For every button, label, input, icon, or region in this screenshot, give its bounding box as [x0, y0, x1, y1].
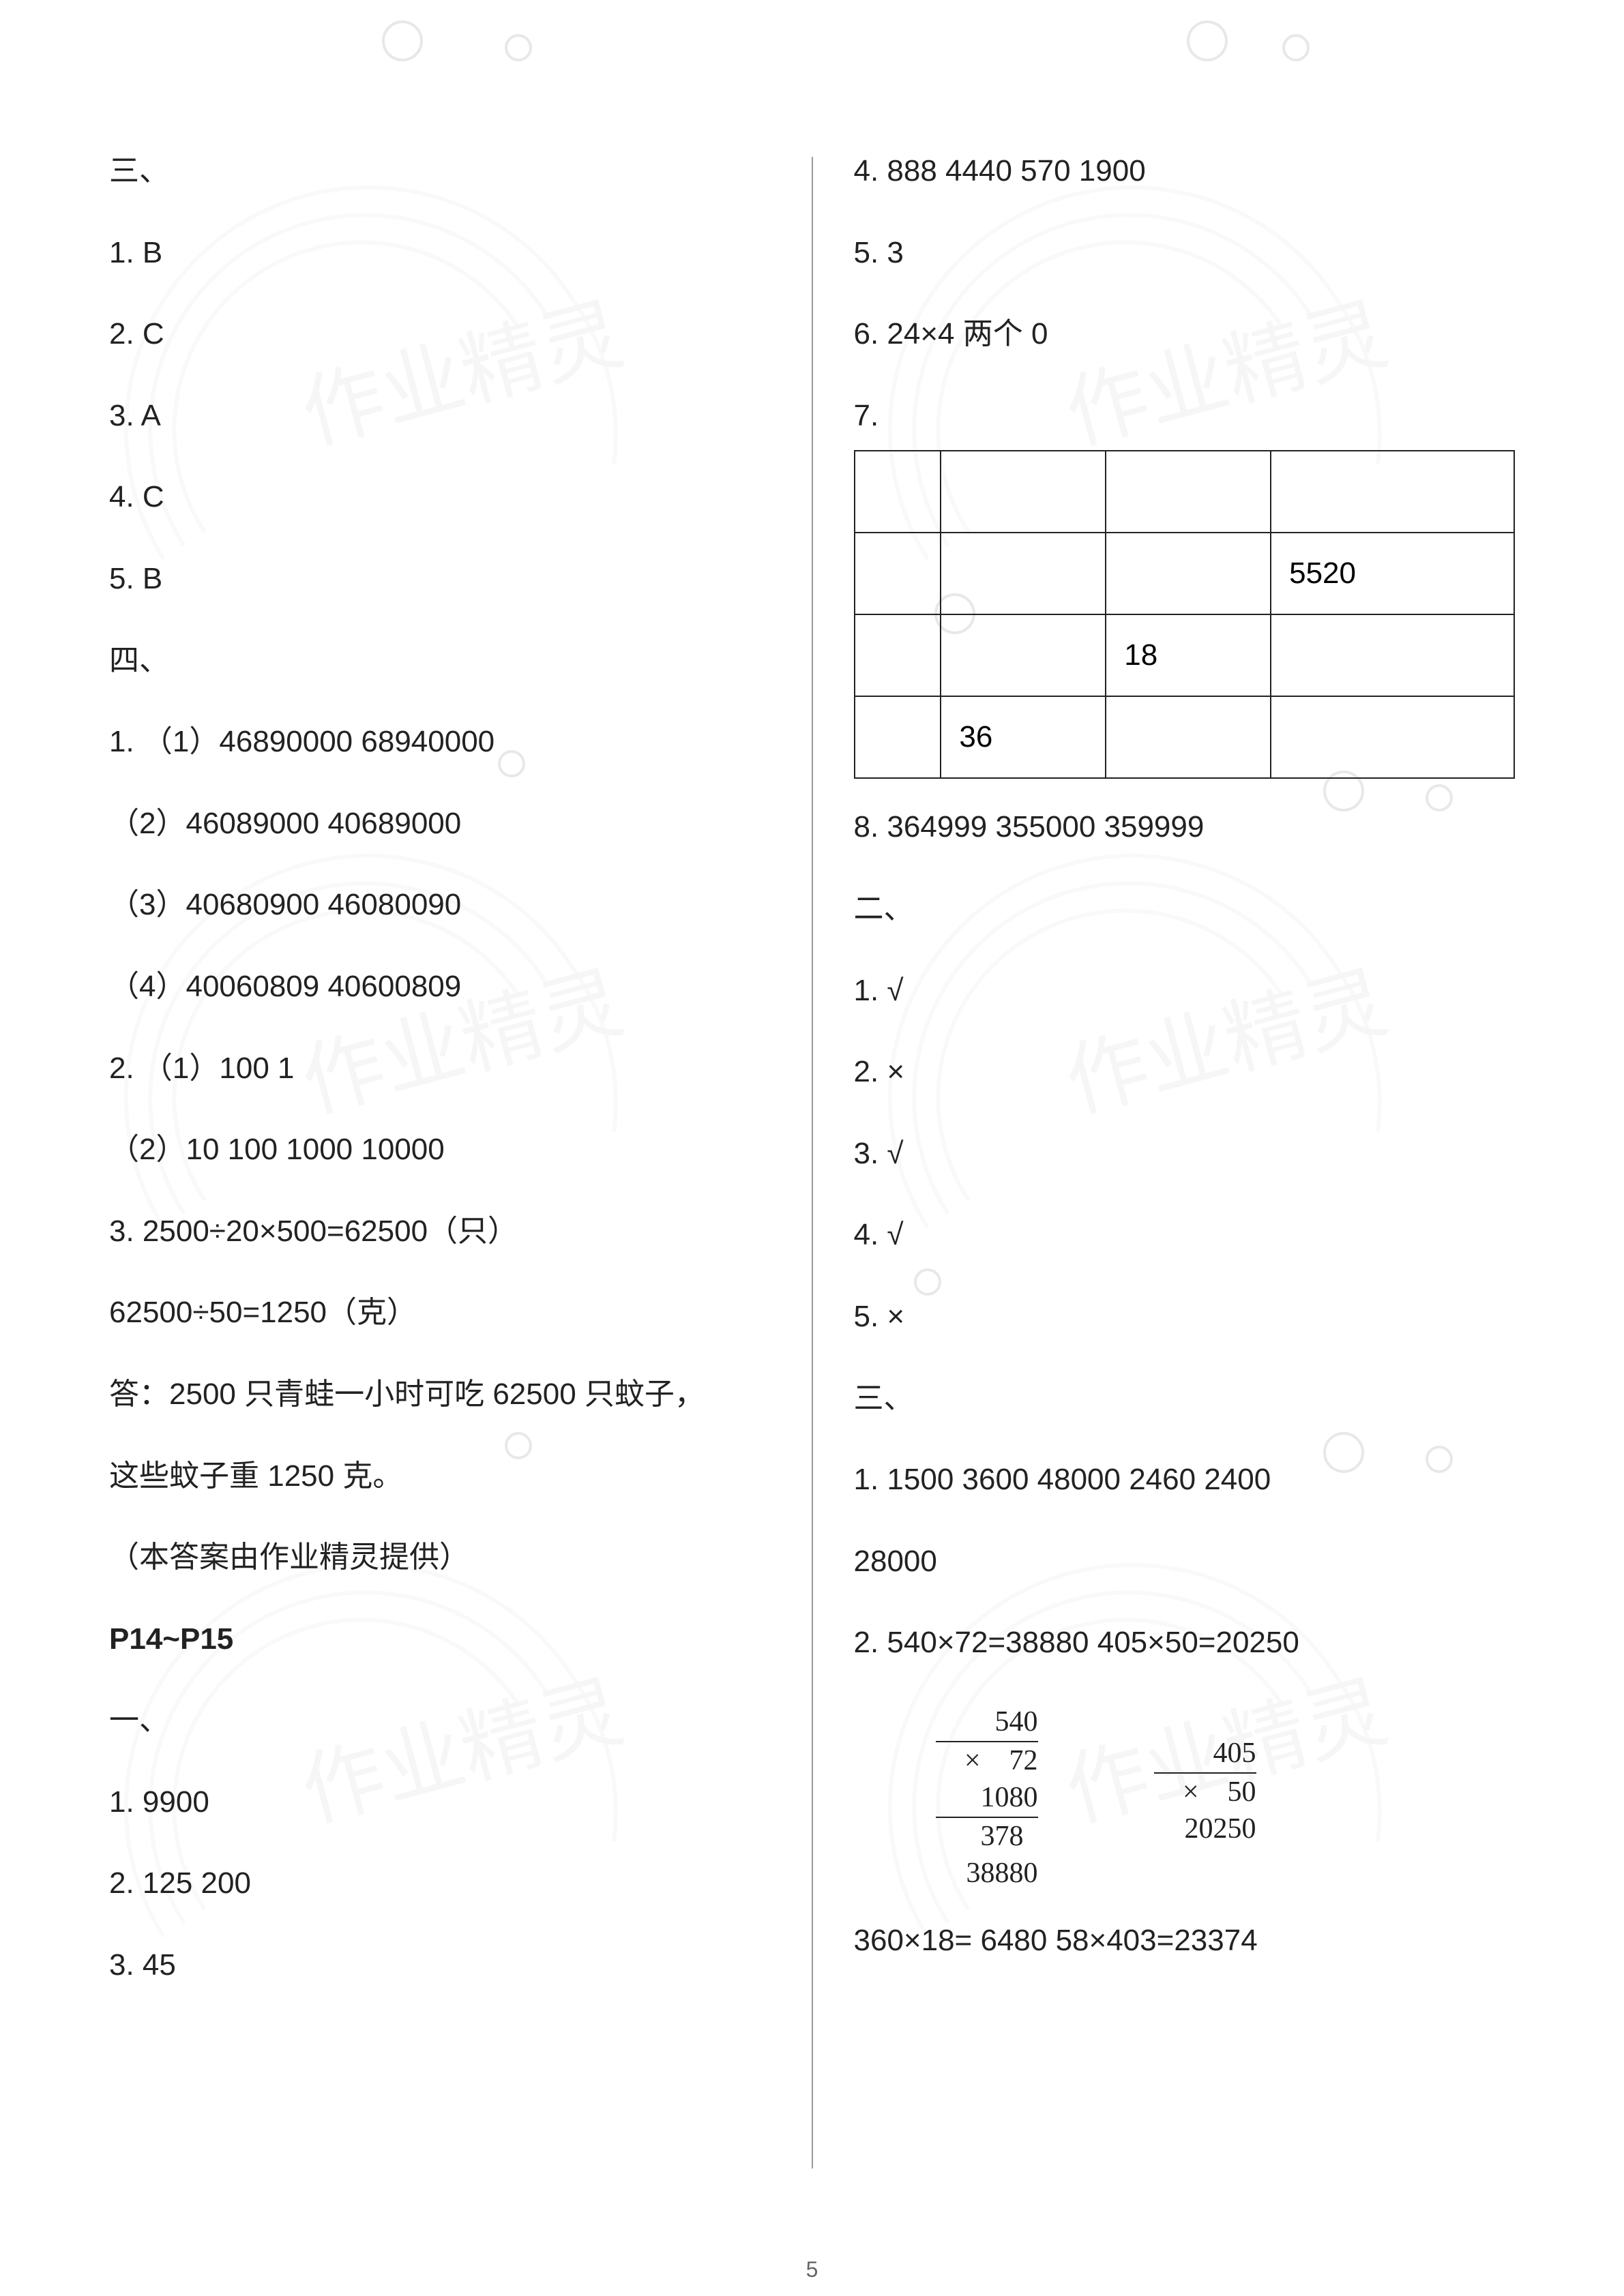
answer-line: 5. 3: [854, 232, 1516, 274]
answer-line: 4. √: [854, 1214, 1516, 1256]
calc-row: 405: [1154, 1735, 1256, 1772]
answer-line: 2. （1）100 1: [109, 1047, 771, 1090]
table-cell: [1106, 533, 1271, 614]
long-multiplication-row: 540 × 72 1080 378 38880 405 × 50 20250: [936, 1703, 1516, 1892]
table-row: [855, 451, 1515, 533]
calc-row: 378: [936, 1817, 1038, 1855]
calc-row: 20250: [1154, 1810, 1256, 1848]
table-cell: [1106, 696, 1271, 778]
calc-row: 1080: [936, 1779, 1038, 1817]
calc-row: × 50: [1154, 1772, 1256, 1811]
answer-line: 2. C: [109, 313, 771, 355]
table-cell: [855, 696, 941, 778]
answer-line: 2. ×: [854, 1051, 1516, 1093]
answer-line: 5. ×: [854, 1296, 1516, 1338]
table-cell: [855, 614, 941, 696]
page-number: 5: [806, 2257, 818, 2282]
answer-line: 3. 2500÷20×500=62500（只）: [109, 1210, 771, 1253]
answer-line: 6. 24×4 两个 0: [854, 313, 1516, 355]
answer-line: 1. B: [109, 232, 771, 274]
answer-line: （4）40060809 40600809: [109, 966, 771, 1008]
table-row: 5520: [855, 533, 1515, 614]
calc-row: 38880: [936, 1855, 1038, 1892]
section-1-heading: 一、: [109, 1699, 771, 1742]
table-cell: 18: [1106, 614, 1271, 696]
table-row: 18: [855, 614, 1515, 696]
answer-line: 62500÷50=1250（克）: [109, 1292, 771, 1334]
section-3-heading: 三、: [854, 1377, 1516, 1420]
table-cell: [855, 533, 941, 614]
long-multiplication-1: 540 × 72 1080 378 38880: [936, 1703, 1038, 1892]
table-cell: [855, 451, 941, 533]
answer-line: 8. 364999 355000 359999: [854, 806, 1516, 848]
table-cell: 5520: [1271, 533, 1514, 614]
answer-table: 55201836: [854, 450, 1516, 779]
answer-line: （2）10 100 1000 10000: [109, 1129, 771, 1171]
answer-line: 3. √: [854, 1133, 1516, 1175]
answer-line: 4. C: [109, 476, 771, 518]
answer-line: 2. 540×72=38880 405×50=20250: [854, 1622, 1516, 1664]
page-range-heading: P14~P15: [109, 1618, 771, 1660]
calc-row: 540: [936, 1703, 1038, 1741]
answer-line: 28000: [854, 1540, 1516, 1583]
section-2-heading: 二、: [854, 888, 1516, 930]
page-container: 三、 1. B 2. C 3. A 4. C 5. B 四、 1. （1）468…: [0, 0, 1624, 2296]
credit-text: （本答案由作业精灵提供）: [109, 1536, 771, 1579]
table-cell: [941, 533, 1106, 614]
answer-line: （2）46089000 40689000: [109, 803, 771, 845]
answer-line: （3）40680900 46080090: [109, 884, 771, 926]
right-column: 4. 888 4440 570 1900 5. 3 6. 24×4 两个 0 7…: [813, 150, 1516, 2182]
long-multiplication-2: 405 × 50 20250: [1154, 1735, 1256, 1892]
table-cell: [1106, 451, 1271, 533]
table-cell: [1271, 696, 1514, 778]
section-4-heading: 四、: [109, 640, 771, 682]
answer-line: 1. （1）46890000 68940000: [109, 721, 771, 763]
answer-line: 3. 45: [109, 1944, 771, 1986]
answer-line: 1. √: [854, 970, 1516, 1012]
answer-line: 4. 888 4440 570 1900: [854, 150, 1516, 192]
answer-text: 答：2500 只青蛙一小时可吃 62500 只蚊子，: [109, 1373, 771, 1416]
table-cell: 36: [941, 696, 1106, 778]
answer-line: 7.: [854, 395, 1516, 437]
answer-line: 3. A: [109, 395, 771, 437]
table-cell: [941, 451, 1106, 533]
table-row: 36: [855, 696, 1515, 778]
answer-line: 1. 1500 3600 48000 2460 2400: [854, 1459, 1516, 1501]
calc-row: × 72: [936, 1741, 1038, 1780]
answer-line: 360×18= 6480 58×403=23374: [854, 1920, 1516, 1962]
left-column: 三、 1. B 2. C 3. A 4. C 5. B 四、 1. （1）468…: [109, 150, 812, 2182]
answer-line: 5. B: [109, 558, 771, 600]
answer-line: 1. 9900: [109, 1781, 771, 1823]
table-cell: [941, 614, 1106, 696]
two-column-layout: 三、 1. B 2. C 3. A 4. C 5. B 四、 1. （1）468…: [109, 150, 1515, 2182]
section-3-heading: 三、: [109, 150, 771, 192]
table-cell: [1271, 451, 1514, 533]
answer-text: 这些蚊子重 1250 克。: [109, 1455, 771, 1497]
table-cell: [1271, 614, 1514, 696]
answer-line: 2. 125 200: [109, 1862, 771, 1905]
